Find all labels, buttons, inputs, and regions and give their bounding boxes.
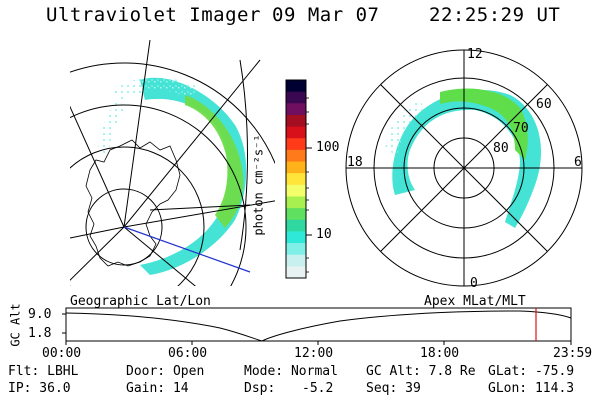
orbit-altitude-plot [62,307,572,345]
colorbar-stripe [286,80,306,93]
latitude-circle-2 [70,146,205,286]
colorbar-stripe [286,114,306,128]
timeline-ytick-low: 1.8 [28,326,52,341]
latitude-circle-3 [70,104,247,286]
mlt-label-6: 6 [574,155,582,170]
polar-mlt-panel [345,49,583,287]
mlt-label-0: 0 [470,276,478,291]
mlat-label-60: 60 [536,97,552,112]
latitude-circle-1 [85,188,163,266]
colorbar-stripe [286,138,306,151]
meridian-1 [70,105,125,228]
grid-line-extra [149,204,251,211]
colorbar-stripe [286,243,306,256]
mlt-label-12: 12 [467,47,483,62]
colorbar-stripe [286,103,306,116]
colorbar-label-100: 100 [316,140,340,155]
meridian-7 [70,226,125,239]
terminator-line [123,226,251,273]
meridian-4 [123,200,275,228]
colorbar-stripe [286,173,306,186]
date-label: 09 Mar 07 [272,4,380,26]
timeline-ticks [62,313,572,345]
latitude-circle-4 [70,62,275,165]
mlat-label-80: 80 [493,141,509,156]
colorbar-stripe [286,184,306,197]
timeline-xtick-0600: 06:00 [168,346,208,361]
gain-status: Gain: 14 [126,381,189,396]
mlt-label-18: 18 [347,155,363,170]
door-status: Door: Open [126,364,205,379]
altitude-curve [65,310,572,342]
colorbar [285,79,312,279]
geographic-map-panel [70,40,275,286]
colorbar-label-10: 10 [316,227,332,242]
timeline-xtick-1200: 12:00 [294,346,334,361]
geo-latitude-status: GLat: -75.9 [488,364,575,379]
colorbar-stripe [286,231,306,244]
aurora-speckle-geo [98,100,126,155]
aurora-bright-geo [185,95,244,228]
colorbar-unit-label: photon cm⁻²s⁻¹ [251,134,266,236]
timeline-xtick-2359: 23:59 [553,346,593,361]
colorbar-stripe [286,208,306,221]
colorbar-minor-ticks [306,97,309,273]
colorbar-frame [285,79,307,279]
filter-status: Flt: LBHL [8,364,79,379]
colorbar-stripe [286,161,306,174]
colorbar-stripe [286,196,306,209]
colorbar-gradient [286,80,306,279]
mlt-line-diag-2 [380,84,548,252]
time-label: 22:25:29 UT [429,4,561,26]
geo-longitude-status: GLon: 114.3 [488,381,575,396]
colorbar-stripe [286,254,306,267]
apex-caption: Apex MLat/MLT [424,294,526,309]
aurora-bright-polar [440,88,528,160]
timeline-ytick-high: 9.0 [28,307,52,322]
coastline [85,139,181,267]
instrument-title: Ultraviolet Imager [46,4,261,26]
colorbar-stripe [286,219,306,232]
dsp-status-value: -5.2 [302,381,334,396]
colorbar-stripe [286,91,306,104]
colorbar-stripe [286,149,306,163]
colorbar-stripe [286,266,306,279]
sequence-status: Seq: 39 [366,381,421,396]
mlat-label-70: 70 [513,121,529,136]
mode-status: Mode: Normal [244,364,338,379]
meridian-2 [123,40,151,228]
meridian-5 [123,226,196,286]
dsp-status-label: Dsp: [244,381,276,396]
colorbar-stripe [286,126,306,139]
meridian-6 [70,226,125,281]
aurora-oval-polar [392,90,542,228]
geographic-caption: Geographic Lat/Lon [70,294,211,309]
ip-status: IP: 36.0 [8,381,71,396]
timeline-xtick-0000: 00:00 [42,346,82,361]
aurora-outer-geo [110,77,200,100]
meridian-3 [123,59,261,228]
aurora-speckle-polar [385,100,425,155]
timeline-ylabel: GC Alt [8,303,23,347]
timeline-xtick-1800: 18:00 [420,346,460,361]
gc-altitude-status: GC Alt: 7.8 Re [366,364,476,379]
earth-limb-arc [239,59,248,251]
